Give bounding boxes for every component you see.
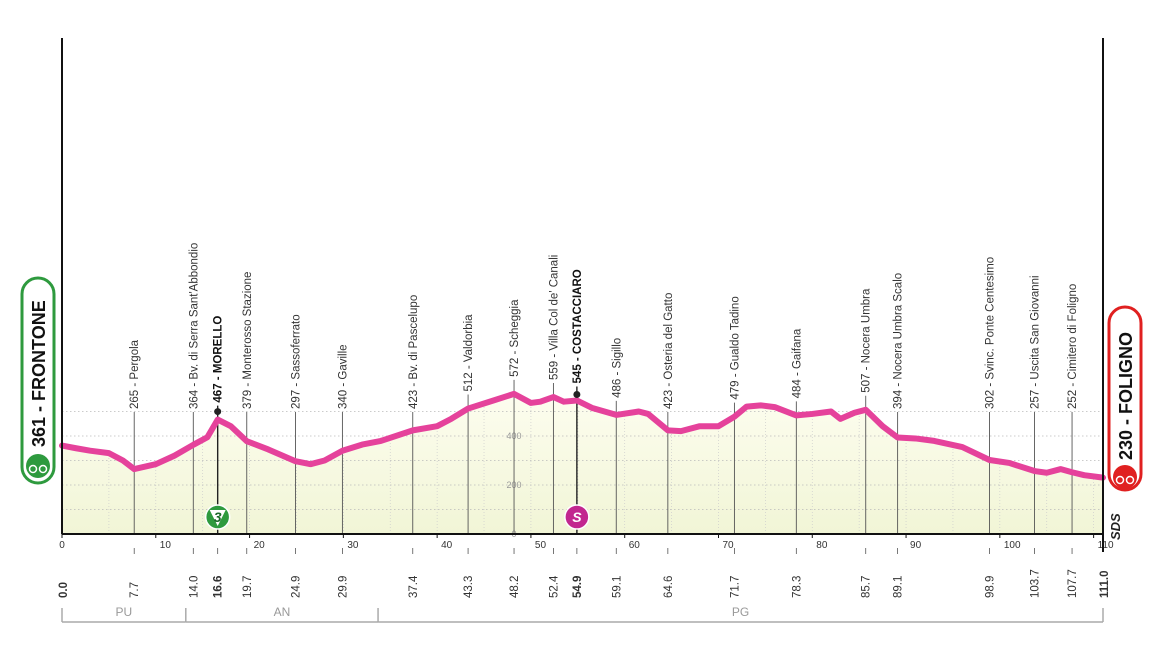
waypoint-label: 257 - Uscita San Giovanni [1030, 275, 1042, 409]
waypoint-km-label: 29.9 [337, 576, 349, 598]
x-tick-label: 50 [535, 540, 547, 551]
finish-badge-frame [1107, 305, 1143, 492]
waypoint-km-label: 24.9 [291, 576, 303, 598]
x-tick-label: 0 [59, 540, 65, 551]
waypoint-km-label: 37.4 [408, 575, 420, 598]
kom-triangle-icon [209, 510, 226, 526]
x-tick-label: 60 [629, 540, 641, 551]
summit-dot [573, 390, 581, 398]
waypoint-km-label: 19.7 [242, 576, 254, 598]
x-tick-label: 40 [441, 540, 453, 551]
waypoint-label: 479 - Gualdo Tadino [729, 296, 741, 399]
bike-wheel-icon [1115, 475, 1125, 485]
waypoint-label: 559 - Villa Col de' Canali [548, 255, 560, 380]
region-label: PU [116, 605, 133, 619]
waypoint-label: 423 - Osteria del Gatto [663, 293, 675, 409]
x-tick-label: 110 [1098, 540, 1114, 551]
finish-badge: 230 - FOLIGNO [1107, 305, 1143, 492]
waypoint-label: 572 - Scheggia [509, 299, 521, 377]
start-bike-icon [26, 454, 50, 478]
elevation-line [59, 390, 1106, 481]
waypoint-label: 340 - Gaville [337, 344, 349, 409]
waypoint-km-label: 48.2 [509, 576, 521, 598]
bike-wheel-icon [28, 464, 38, 474]
bike-wheel-icon [38, 464, 48, 474]
start-badge-frame [20, 276, 56, 485]
x-tick-label: 30 [347, 540, 359, 551]
waypoint-km-label: 71.7 [729, 576, 741, 598]
waypoint-km-label: 85.7 [861, 576, 873, 598]
waypoint-label: 252 - Cimitero di Foligno [1067, 284, 1079, 409]
waypoint-label: 265 - Pergola [129, 339, 141, 409]
x-tick-label: 20 [254, 540, 266, 551]
x-tick-label: 80 [816, 540, 828, 551]
waypoint-km-label: 107.7 [1067, 569, 1079, 598]
waypoint-km-label: 52.4 [548, 575, 560, 598]
waypoint-km-label: 98.9 [985, 576, 997, 598]
waypoint-km-label: 54.9 [572, 576, 584, 598]
waypoint-label: 364 - Bv. di Serra Sant'Abbondio [188, 243, 200, 409]
finish-km-label: 111.0 [1099, 570, 1111, 598]
waypoint-label: 423 - Bv. di Pascelupo [408, 295, 420, 409]
waypoint-km-label: 78.3 [791, 576, 803, 598]
region-label: AN [274, 605, 291, 619]
region-label: PG [732, 605, 749, 619]
start-km-label: 0.0 [58, 582, 70, 598]
marker-label: S [572, 509, 582, 525]
x-tick-label: 10 [160, 540, 172, 551]
waypoint-label: 379 - Monterosso Stazione [242, 272, 254, 409]
elevation-area [62, 393, 1103, 534]
waypoint-km-label: 103.7 [1030, 569, 1042, 598]
sprint-marker-icon [564, 504, 590, 530]
sds-logo: SDS [1108, 513, 1123, 540]
waypoint-km-label: 16.6 [213, 576, 225, 598]
waypoint-km-label: 7.7 [129, 582, 141, 598]
finish-bike-icon [1113, 465, 1137, 489]
waypoint-label: 545 - COSTACCIARO [572, 269, 584, 383]
waypoint-label: 507 - Nocera Umbra [861, 288, 873, 393]
summit-dot [214, 408, 222, 416]
waypoint-km-label: 14.0 [188, 576, 200, 598]
waypoint-km-label: 43.3 [463, 576, 475, 598]
waypoint-label: 486 - Sigillo [611, 338, 623, 398]
waypoint-km-label: 59.1 [611, 576, 623, 598]
start-badge: 361 - FRONTONE [20, 276, 56, 485]
waypoint-label: 484 - Gaifana [791, 328, 803, 398]
waypoint-label: 297 - Sassoferrato [291, 314, 303, 409]
marker-label: 3 [214, 509, 222, 525]
waypoint-label: 512 - Valdorbia [463, 314, 475, 392]
waypoint-label: 394 - Nocera Umbra Scalo [893, 273, 905, 409]
waypoint-label: 302 - Svinc. Ponte Centesimo [985, 257, 997, 409]
waypoint-km-label: 64.6 [663, 576, 675, 598]
x-tick-label: 100 [1004, 540, 1021, 551]
start-label: 361 - FRONTONE [29, 300, 49, 447]
x-tick-label: 90 [910, 540, 922, 551]
x-tick-label: 70 [722, 540, 734, 551]
bike-wheel-icon [1125, 475, 1135, 485]
finish-label: 230 - FOLIGNO [1116, 332, 1136, 460]
waypoint-label: 467 - MORELLO [213, 316, 225, 403]
waypoint-km-label: 89.1 [893, 576, 905, 598]
